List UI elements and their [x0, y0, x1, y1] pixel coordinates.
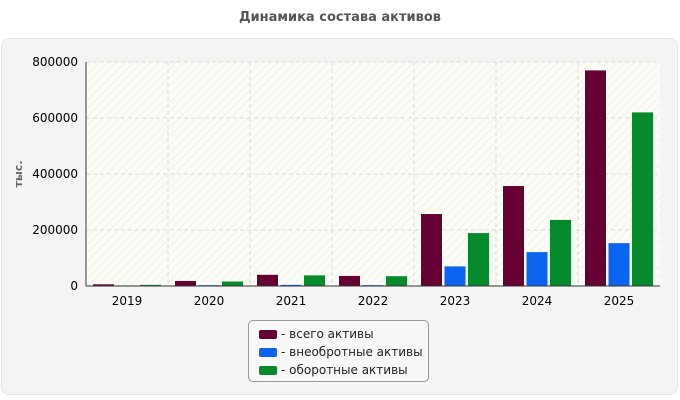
bar: [468, 233, 489, 286]
y-tick-label: 400000: [32, 167, 78, 181]
legend-label: - всего активы: [281, 327, 374, 341]
x-tick-label: 2025: [604, 294, 635, 308]
x-tick-label: 2021: [276, 294, 307, 308]
bar: [304, 275, 325, 286]
bar: [222, 281, 243, 286]
bar: [175, 280, 196, 286]
x-tick-label: 2022: [358, 294, 389, 308]
y-tick-label: 600000: [32, 111, 78, 125]
legend: - всего активы - внеобротные активы - обор…: [248, 320, 429, 382]
x-tick-label: 2020: [194, 294, 225, 308]
y-tick-label: 800000: [32, 55, 78, 69]
bar: [93, 284, 114, 286]
grid: [86, 61, 660, 286]
bar: [526, 252, 548, 286]
y-axis-label: тыс.: [12, 160, 25, 187]
bar: [140, 284, 161, 286]
bar: [503, 186, 524, 286]
legend-label: - внеобротные активы: [281, 345, 423, 359]
legend-swatch: [259, 329, 277, 339]
legend-swatch: [259, 347, 277, 357]
y-tick-label: 200000: [32, 223, 78, 237]
bar: [339, 275, 360, 286]
x-tick-label: 2023: [440, 294, 471, 308]
y-tick-label: 0: [70, 279, 78, 293]
bar: [444, 266, 466, 286]
bars: [93, 70, 653, 287]
bar: [280, 284, 302, 286]
axes: 0 200000 400000 600000 800000 2019 2020 2021 202…: [32, 55, 660, 308]
legend-label: - оборотные активы: [281, 363, 408, 377]
legend-item: - оборотные активы: [249, 361, 428, 379]
bar: [386, 276, 407, 286]
bar: [632, 112, 653, 287]
bar: [550, 219, 571, 286]
legend-item: - всего активы: [249, 325, 428, 343]
bar: [585, 70, 606, 287]
bar: [421, 214, 442, 286]
legend-swatch: [259, 365, 277, 375]
x-tick-label: 2019: [112, 294, 143, 308]
bar: [608, 243, 630, 286]
chart-title: Динамика состава активов: [238, 10, 442, 25]
bar: [257, 274, 278, 286]
legend-item: - внеобротные активы: [249, 343, 428, 361]
x-tick-label: 2024: [522, 294, 553, 308]
